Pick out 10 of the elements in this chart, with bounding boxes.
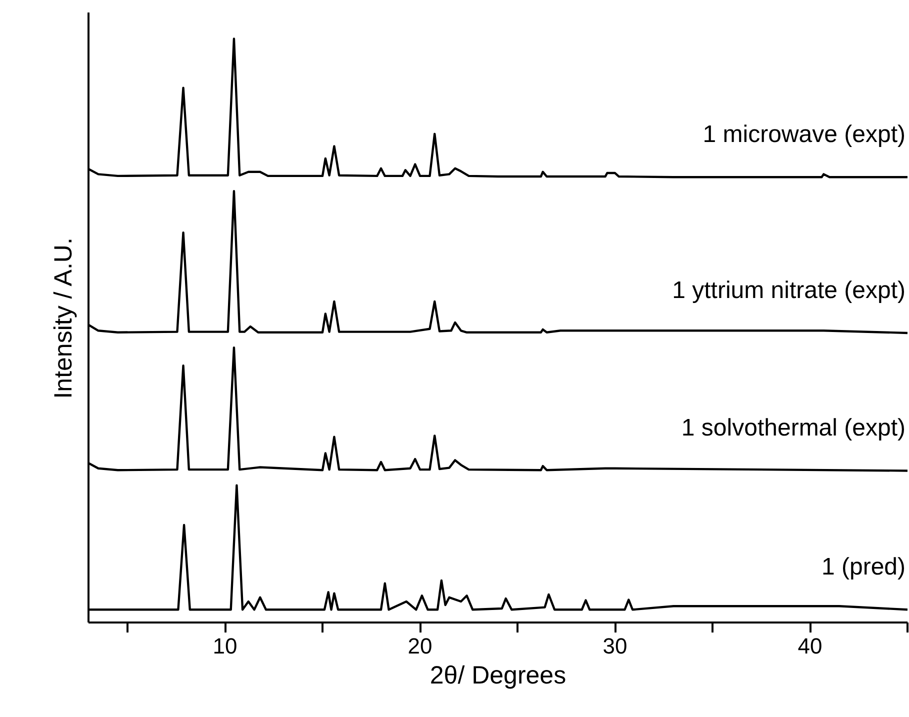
series-label: 1 microwave (expt): [702, 120, 906, 148]
y-axis-title: Intensity / A.U.: [50, 238, 78, 399]
x-tick-label: 30: [602, 634, 628, 658]
series-label: 1 solvothermal (expt): [681, 414, 906, 442]
x-tick-label: 40: [798, 634, 822, 658]
x-tick-label: 20: [408, 634, 432, 658]
series-label: 1 (pred): [821, 553, 906, 580]
x-tick-label: 10: [212, 634, 238, 658]
series-label: 1 yttrium nitrate (expt): [672, 276, 906, 304]
x-axis-title: 2θ/ Degrees: [430, 662, 566, 690]
